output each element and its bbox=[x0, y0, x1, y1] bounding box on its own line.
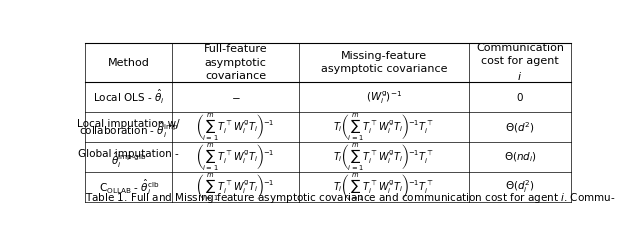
Text: $\Theta(nd_i)$: $\Theta(nd_i)$ bbox=[504, 150, 536, 164]
Text: Full-feature
asymptotic
covariance: Full-feature asymptotic covariance bbox=[204, 44, 268, 81]
Text: $-$: $-$ bbox=[231, 92, 241, 102]
Text: $\left(\sum_{i=1}^{m} T_i^{\top} W_i^{\mathrm{g}} T_i\right)^{-1}$: $\left(\sum_{i=1}^{m} T_i^{\top} W_i^{\m… bbox=[196, 171, 275, 203]
Text: $\hat{\theta}_i^{\mathrm{imp\text{-}glb}}$: $\hat{\theta}_i^{\mathrm{imp\text{-}glb}… bbox=[111, 151, 147, 170]
Text: Method: Method bbox=[108, 58, 150, 68]
Text: $(W_i^{\mathrm{g}})^{-1}$: $(W_i^{\mathrm{g}})^{-1}$ bbox=[366, 89, 402, 106]
Text: Table 1. Full and Missing feature asymptotic covariance and communication cost f: Table 1. Full and Missing feature asympt… bbox=[85, 191, 616, 205]
Text: $\mathrm{C}_{\mathrm{OLLAB}}$ - $\hat{\theta}_i^{\mathrm{clb}}$: $\mathrm{C}_{\mathrm{OLLAB}}$ - $\hat{\t… bbox=[99, 177, 159, 197]
Text: $\Theta(d_i^2)$: $\Theta(d_i^2)$ bbox=[505, 179, 535, 195]
Text: $T_i \left(\sum_{i=1}^{m} T_i^{\top} W_i^{\mathrm{g}} T_i\right)^{-1} T_i^{\top}: $T_i \left(\sum_{i=1}^{m} T_i^{\top} W_i… bbox=[333, 112, 435, 143]
Text: $\left(\sum_{i=1}^{m} T_i^{\top} W_i^{\mathrm{g}} T_i\right)^{-1}$: $\left(\sum_{i=1}^{m} T_i^{\top} W_i^{\m… bbox=[196, 141, 275, 173]
Text: $\left(\sum_{i=1}^{m} T_i^{\top} W_i^{\mathrm{g}} T_i\right)^{-1}$: $\left(\sum_{i=1}^{m} T_i^{\top} W_i^{\m… bbox=[196, 112, 275, 143]
Text: Global imputation -: Global imputation - bbox=[78, 149, 179, 159]
Text: $\Theta(d^2)$: $\Theta(d^2)$ bbox=[505, 120, 535, 135]
Text: Local imputation w/: Local imputation w/ bbox=[77, 119, 180, 129]
Text: Communication
cost for agent
$i$: Communication cost for agent $i$ bbox=[476, 43, 564, 82]
Text: $T_i \left(\sum_{i=1}^{m} T_i^{\top} W_i^{\mathrm{g}} T_i\right)^{-1} T_i^{\top}: $T_i \left(\sum_{i=1}^{m} T_i^{\top} W_i… bbox=[333, 171, 435, 203]
Text: collaboration - $\hat{\theta}_i^{\mathrm{imp}}$: collaboration - $\hat{\theta}_i^{\mathrm… bbox=[79, 121, 179, 140]
Text: $0$: $0$ bbox=[516, 91, 524, 103]
Text: Missing-feature
asymptotic covariance: Missing-feature asymptotic covariance bbox=[321, 51, 447, 74]
Text: Local OLS - $\hat{\theta}_i$: Local OLS - $\hat{\theta}_i$ bbox=[93, 88, 164, 106]
Text: $T_i \left(\sum_{i=1}^{m} T_i^{\top} W_i^{\mathrm{g}} T_i\right)^{-1} T_i^{\top}: $T_i \left(\sum_{i=1}^{m} T_i^{\top} W_i… bbox=[333, 141, 435, 173]
